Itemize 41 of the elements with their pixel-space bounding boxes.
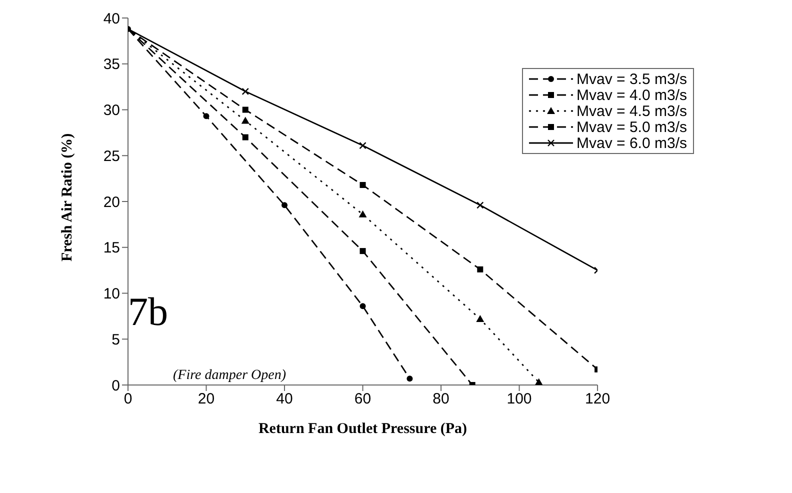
point	[406, 376, 413, 382]
legend-label: Mvav = 5.0 m3/s	[576, 118, 687, 136]
point	[534, 378, 543, 385]
point	[360, 303, 366, 310]
y-tick-label: 40	[103, 10, 120, 28]
y-tick-label: 20	[103, 194, 120, 211]
y-tick-label: 10	[103, 286, 120, 303]
y-axis-title: Fresh Air Ratio (%)	[59, 133, 76, 262]
point	[359, 142, 366, 150]
x-axis-title: Return Fan Outlet Pressure (Pa)	[258, 421, 468, 437]
point	[477, 266, 484, 272]
point	[360, 182, 366, 188]
x-tick-label: 60	[354, 390, 372, 408]
point	[203, 113, 210, 120]
point	[360, 248, 366, 254]
x-tick-label: 0	[124, 390, 132, 408]
point	[476, 202, 484, 209]
x-tick-label: 100	[506, 390, 532, 408]
point	[282, 202, 288, 208]
point	[242, 106, 248, 113]
x-tick-label: 20	[198, 390, 215, 408]
y-tick-label: 5	[112, 331, 120, 348]
annotation: 7b	[128, 288, 168, 335]
legend-label: Mvav = 6.0 m3/s	[576, 134, 687, 152]
point	[242, 88, 249, 95]
annotation: (Fire damper Open)	[173, 368, 286, 384]
point	[358, 210, 367, 218]
x-tick-label: 80	[432, 390, 450, 408]
x-tick-label: 120	[585, 390, 610, 408]
legend-label: Mvav = 4.0 m3/s	[576, 86, 687, 104]
x-tick-label: 40	[276, 390, 293, 408]
point	[476, 314, 484, 322]
point	[241, 116, 250, 124]
y-tick-label: 30	[103, 102, 120, 120]
legend-label: Mvav = 3.5 m3/s	[576, 70, 687, 88]
y-tick-label: 35	[103, 56, 120, 74]
legend-label: Mvav = 4.5 m3/s	[576, 102, 687, 120]
y-tick-label: 0	[112, 377, 120, 394]
y-tick-label: 25	[103, 148, 120, 165]
point	[242, 134, 248, 140]
y-tick-label: 15	[103, 240, 120, 257]
